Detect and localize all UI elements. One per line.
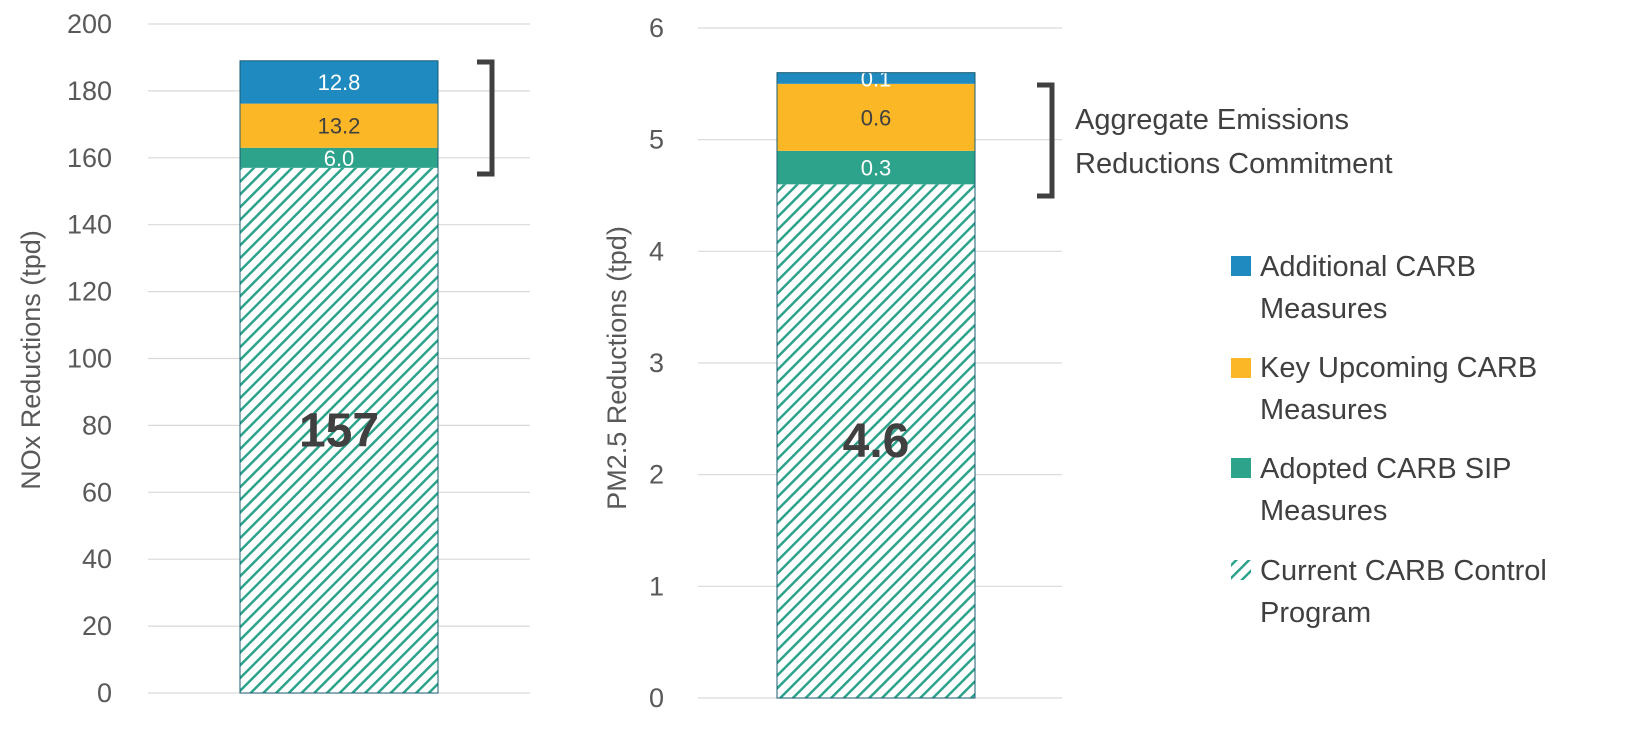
pm25-y-tick-label: 5 (649, 125, 664, 155)
nox-y-tick-label: 160 (67, 143, 112, 173)
legend-item-current: Current CARB Control Program (1231, 555, 1547, 629)
pm25-data-label-adopted: 0.3 (861, 156, 892, 181)
nox-y-tick-label: 80 (82, 410, 112, 440)
nox-y-tick-label: 100 (67, 344, 112, 374)
nox-y-tick-label: 0 (97, 678, 112, 708)
nox-y-tick-label: 20 (82, 611, 112, 641)
nox-y-tick-label: 60 (82, 477, 112, 507)
legend-label-current-1: Current CARB Control (1260, 555, 1547, 587)
pm25-bar-segment-adopted (777, 150, 975, 185)
pm25-commitment-bracket (1037, 82, 1055, 199)
nox-bar-segment-upcoming (240, 103, 438, 148)
nox-y-tick-labels: 0 20 40 60 80 100 120 140 160 180 200 (67, 9, 112, 708)
nox-y-tick-label: 120 (67, 277, 112, 307)
annotation-line-1: Aggregate Emissions (1075, 104, 1349, 136)
pm25-bar-segment-upcoming (777, 83, 975, 151)
legend-item-upcoming: Key Upcoming CARB Measures (1231, 352, 1537, 426)
pm25-bar-segment-current (777, 184, 975, 699)
nox-y-tick-label: 40 (82, 544, 112, 574)
legend-swatch-additional (1231, 256, 1251, 276)
pm25-data-label-current: 4.6 (843, 415, 910, 468)
legend-label-upcoming-1: Key Upcoming CARB (1260, 352, 1537, 384)
legend-item-adopted: Adopted CARB SIP Measures (1231, 453, 1511, 527)
pm25-y-tick-label: 0 (649, 683, 664, 713)
pm25-y-tick-label: 6 (649, 13, 664, 43)
pm25-y-axis-title: PM2.5 Reductions (tpd) (602, 226, 632, 510)
pm25-y-tick-label: 1 (649, 571, 664, 601)
legend-label-additional-2: Measures (1260, 293, 1387, 325)
legend-label-upcoming-2: Measures (1260, 394, 1387, 426)
nox-stacked-bar: 157 6.0 13.2 12.8 (239, 60, 439, 694)
nox-y-axis-title: NOx Reductions (tpd) (16, 230, 46, 490)
legend-label-current-2: Program (1260, 597, 1371, 629)
nox-data-label-additional: 12.8 (318, 70, 361, 95)
nox-bar-segment-adopted (240, 147, 438, 168)
nox-commitment-bracket (477, 59, 495, 177)
nox-bar-segment-current (240, 167, 438, 693)
pm25-y-tick-label: 2 (649, 460, 664, 490)
legend: Additional CARB Measures Key Upcoming CA… (1231, 251, 1547, 629)
pm25-y-tick-label: 3 (649, 348, 664, 378)
nox-y-tick-label: 140 (67, 210, 112, 240)
annotation-line-2: Reductions Commitment (1075, 148, 1393, 180)
nox-chart: 0 20 40 60 80 100 120 140 160 180 200 NOx Reductio… (16, 9, 530, 708)
legend-label-adopted-2: Measures (1260, 495, 1387, 527)
legend-swatch-current (1231, 560, 1251, 580)
pm25-stacked-bar: 4.6 0.3 0.6 0.1 (776, 66, 976, 699)
legend-label-additional-1: Additional CARB (1260, 251, 1476, 283)
nox-bar-outline (239, 60, 439, 694)
nox-y-tick-label: 200 (67, 9, 112, 39)
legend-swatch-adopted (1231, 458, 1251, 478)
pm25-y-tick-label: 4 (649, 236, 664, 266)
pm25-bar-segment-additional (777, 72, 975, 84)
legend-swatch-upcoming (1231, 358, 1251, 378)
pm25-data-label-upcoming: 0.6 (861, 105, 892, 130)
legend-label-adopted-1: Adopted CARB SIP (1260, 453, 1511, 485)
pm25-y-tick-labels: 0 1 2 3 4 5 6 (649, 13, 664, 713)
pm25-bar-outline (776, 72, 976, 699)
nox-bar-segment-additional (240, 60, 438, 104)
pm25-data-label-additional: 0.1 (861, 66, 892, 91)
nox-data-label-upcoming: 13.2 (318, 114, 361, 139)
nox-data-label-adopted: 6.0 (324, 146, 355, 171)
nox-y-tick-label: 180 (67, 76, 112, 106)
legend-item-additional: Additional CARB Measures (1231, 251, 1476, 325)
pm25-chart: 0 1 2 3 4 5 6 PM2.5 Reductions (tpd) 4.6 0.3 0.6… (602, 13, 1062, 713)
nox-data-label-current: 157 (299, 404, 379, 457)
